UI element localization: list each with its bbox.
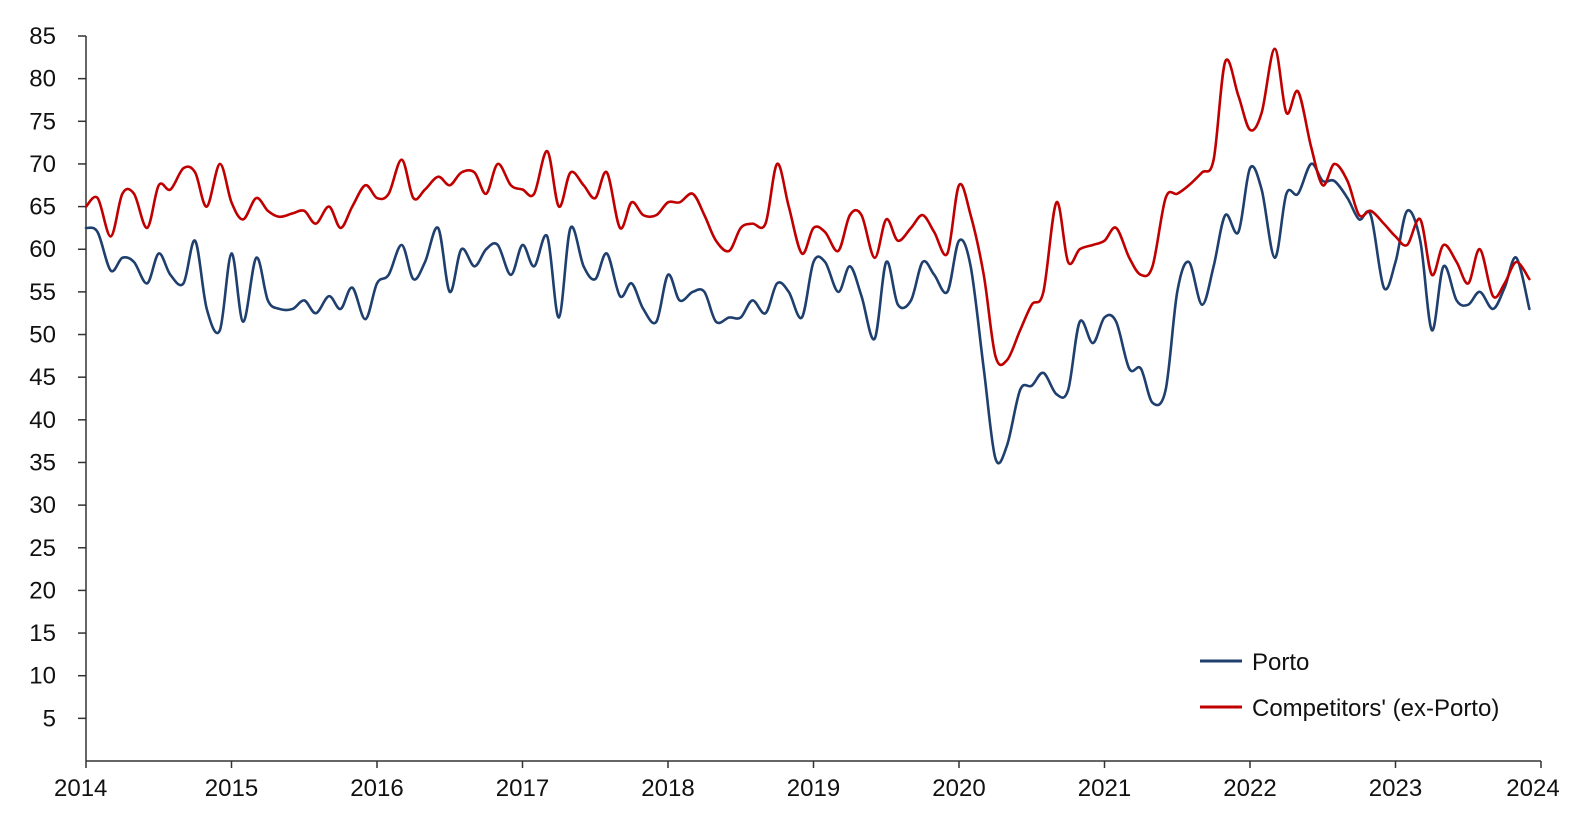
y-tick-label: 30 [29, 492, 56, 519]
x-tick-label: 2015 [205, 775, 258, 802]
y-tick-label: 60 [29, 236, 56, 263]
y-tick-label: 10 [29, 663, 56, 690]
series-line-competitors [84, 47, 1531, 367]
y-tick-label: 40 [29, 407, 56, 434]
x-tick-label: 2023 [1369, 775, 1422, 802]
x-tick-label: 2016 [350, 775, 403, 802]
y-axis-ticks: 5 10 15 20 25 30 35 40 45 50 55 60 65 70 75 80 85 [29, 23, 86, 732]
y-tick-label: 65 [29, 194, 56, 221]
x-tick-label: 2020 [932, 775, 985, 802]
y-tick-label: 20 [29, 577, 56, 604]
y-tick-label: 15 [29, 620, 56, 647]
x-tick-label: 2018 [641, 775, 694, 802]
series-line-porto [84, 162, 1531, 465]
x-tick-label: 2017 [496, 775, 549, 802]
legend-label-competitors: Competitors' (ex-Porto) [1252, 695, 1499, 722]
y-tick-label: 70 [29, 151, 56, 178]
x-tick-label: 2024 [1506, 775, 1559, 802]
series-layer [84, 47, 1531, 465]
x-tick-label: 2022 [1223, 775, 1276, 802]
y-tick-label: 25 [29, 535, 56, 562]
chart-axes [85, 36, 1541, 762]
x-tick-label: 2014 [54, 775, 107, 802]
legend-label-porto: Porto [1252, 649, 1309, 676]
x-tick-label: 2019 [787, 775, 840, 802]
y-tick-label: 5 [43, 705, 56, 732]
y-tick-label: 45 [29, 364, 56, 391]
x-tick-label: 2021 [1078, 775, 1131, 802]
y-tick-label: 80 [29, 66, 56, 93]
y-tick-label: 55 [29, 279, 56, 306]
y-tick-label: 50 [29, 322, 56, 349]
y-tick-label: 85 [29, 23, 56, 50]
x-axis-ticks: 2014 2015 2016 2017 2018 2019 2020 2021 2022 2023… [54, 761, 1560, 802]
legend: Porto Competitors' (ex-Porto) [1200, 649, 1499, 722]
y-tick-label: 75 [29, 108, 56, 135]
y-tick-label: 35 [29, 449, 56, 476]
